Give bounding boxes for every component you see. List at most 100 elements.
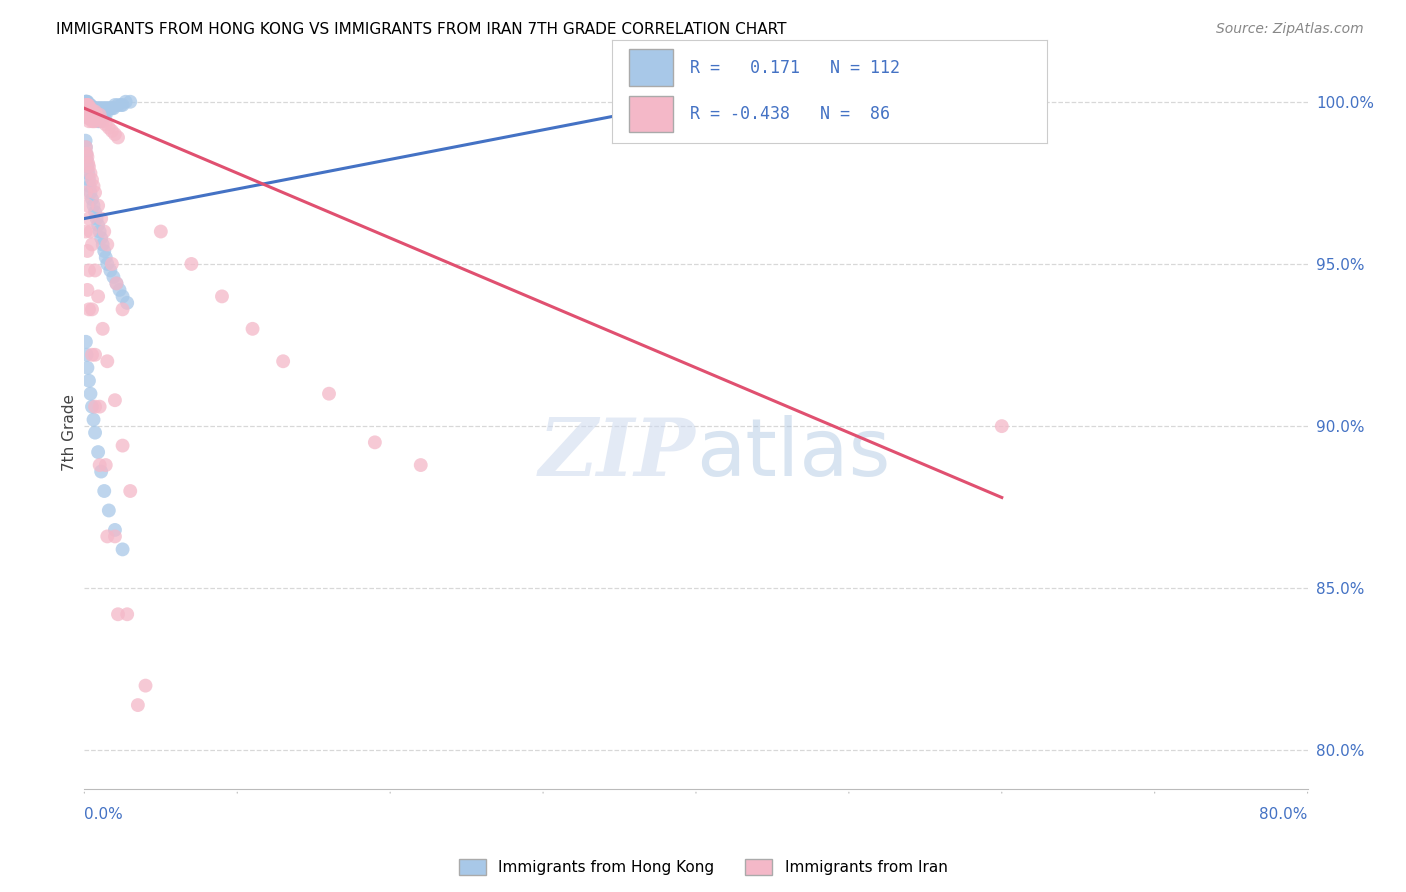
Point xyxy=(77,263,100,277)
Point xyxy=(107,98,129,112)
Point xyxy=(77,114,100,128)
Point xyxy=(107,130,129,145)
Point xyxy=(94,118,117,132)
Point xyxy=(110,98,132,112)
Point xyxy=(87,445,110,459)
Point xyxy=(79,101,101,115)
Point xyxy=(75,101,97,115)
Point xyxy=(654,95,676,109)
Point xyxy=(89,108,111,122)
Point xyxy=(90,114,112,128)
Point xyxy=(76,98,98,112)
Point xyxy=(77,98,100,112)
Point xyxy=(79,225,101,239)
Point xyxy=(77,98,100,112)
Point xyxy=(91,114,114,128)
Point xyxy=(80,237,103,252)
Point xyxy=(76,360,98,375)
Point xyxy=(211,289,233,303)
Point xyxy=(104,523,127,537)
Point xyxy=(90,108,112,122)
Point xyxy=(115,607,138,622)
Point xyxy=(79,101,101,115)
Point xyxy=(89,400,111,414)
Point xyxy=(84,101,107,115)
Point xyxy=(75,95,97,109)
Point xyxy=(111,439,134,453)
Point xyxy=(77,172,100,186)
Point xyxy=(94,101,117,115)
Point xyxy=(75,225,97,239)
Point xyxy=(75,104,97,119)
Point xyxy=(96,529,118,543)
Point xyxy=(83,101,105,115)
Point xyxy=(79,98,101,112)
Point xyxy=(83,412,105,426)
Point xyxy=(84,205,107,219)
Point xyxy=(149,225,172,239)
Point xyxy=(89,225,111,239)
Point xyxy=(96,237,118,252)
Point xyxy=(93,225,115,239)
Point xyxy=(76,104,98,119)
Point xyxy=(75,95,97,109)
Point xyxy=(120,483,142,498)
Point xyxy=(77,104,100,119)
Point xyxy=(79,104,101,119)
Point xyxy=(91,108,114,122)
Point xyxy=(84,111,107,125)
Point xyxy=(103,101,125,115)
Point xyxy=(75,98,97,112)
Point xyxy=(94,108,117,122)
Point xyxy=(87,218,110,232)
Point xyxy=(991,419,1014,434)
Point xyxy=(76,95,98,109)
Point xyxy=(83,108,105,122)
FancyBboxPatch shape xyxy=(628,49,672,87)
Point xyxy=(83,114,105,128)
Point xyxy=(76,150,98,164)
Point xyxy=(77,111,100,125)
Point xyxy=(75,101,97,115)
Point xyxy=(75,140,97,154)
Point xyxy=(83,198,105,212)
Point xyxy=(111,98,134,112)
Point xyxy=(75,98,97,112)
Point xyxy=(76,98,98,112)
Point xyxy=(97,120,120,135)
Point xyxy=(86,111,108,125)
Point xyxy=(105,277,128,291)
Point xyxy=(96,101,118,115)
Point xyxy=(120,95,142,109)
Point xyxy=(115,296,138,310)
Point xyxy=(76,95,98,109)
Point xyxy=(80,104,103,119)
Point xyxy=(79,111,101,125)
Point xyxy=(76,244,98,258)
Point xyxy=(98,101,121,115)
Legend: Immigrants from Hong Kong, Immigrants from Iran: Immigrants from Hong Kong, Immigrants fr… xyxy=(458,860,948,875)
Point xyxy=(76,98,98,112)
Point xyxy=(108,283,131,297)
Point xyxy=(90,211,112,226)
Point xyxy=(75,146,97,161)
Point xyxy=(77,108,100,122)
Point xyxy=(93,101,115,115)
Point xyxy=(107,607,129,622)
Point xyxy=(80,400,103,414)
Point xyxy=(75,101,97,115)
Point xyxy=(76,98,98,112)
Point xyxy=(75,101,97,115)
Point xyxy=(76,348,98,362)
Point xyxy=(87,101,110,115)
Point xyxy=(76,101,98,115)
Y-axis label: 7th Grade: 7th Grade xyxy=(62,394,77,471)
Point xyxy=(76,104,98,119)
Point xyxy=(77,108,100,122)
Point xyxy=(91,101,114,115)
Point xyxy=(127,698,149,712)
Point xyxy=(84,186,107,200)
Point xyxy=(101,101,124,115)
Point xyxy=(76,111,98,125)
Text: IMMIGRANTS FROM HONG KONG VS IMMIGRANTS FROM IRAN 7TH GRADE CORRELATION CHART: IMMIGRANTS FROM HONG KONG VS IMMIGRANTS … xyxy=(56,22,787,37)
